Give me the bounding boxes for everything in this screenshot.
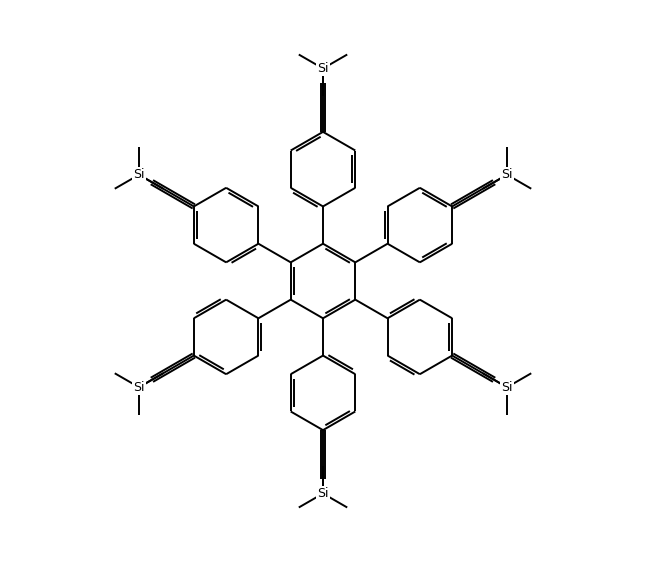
Text: Si: Si bbox=[317, 62, 329, 75]
Text: Si: Si bbox=[317, 487, 329, 500]
Text: Si: Si bbox=[501, 168, 513, 182]
Text: Si: Si bbox=[501, 380, 513, 394]
Text: Si: Si bbox=[133, 168, 145, 182]
Text: Si: Si bbox=[133, 380, 145, 394]
